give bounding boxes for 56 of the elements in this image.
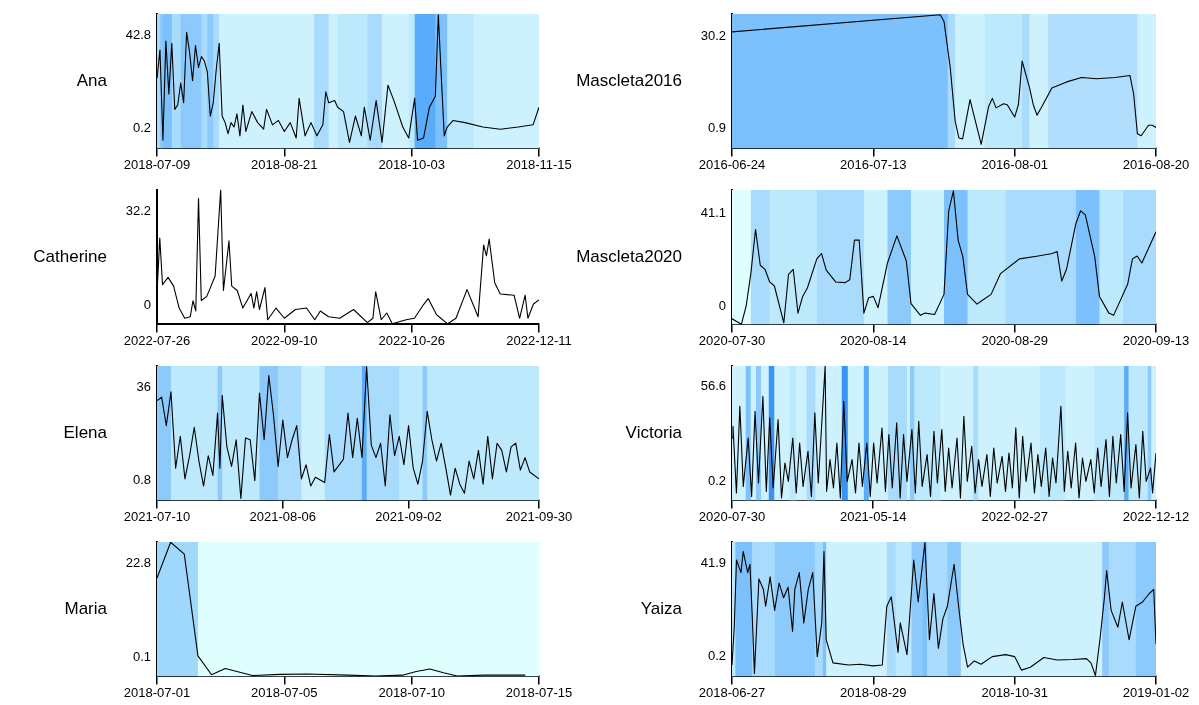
x-tick-label: 2022-07-26 — [123, 332, 191, 348]
y-tick-label: 0 — [718, 297, 726, 313]
y-tick-label: 0 — [143, 296, 151, 312]
y-tick-label: 22.8 — [125, 555, 151, 571]
x-tick-label: 2021-08-06 — [249, 508, 317, 524]
y-tick-label: 30.2 — [700, 27, 726, 43]
x-tick-label: 2021-09-30 — [505, 508, 573, 524]
y-tick-label: 42.8 — [125, 26, 151, 42]
x-tick-label: 2018-07-01 — [123, 684, 191, 700]
x-tick-label: 2018-06-27 — [698, 684, 766, 700]
x-tick-label: 2019-01-02 — [1122, 684, 1190, 700]
y-axis-title: Ana — [76, 70, 108, 90]
x-tick-label: 2022-02-27 — [981, 508, 1049, 524]
y-axis-title: Mascleta2020 — [576, 246, 682, 266]
x-tick-label: 2018-08-29 — [840, 684, 907, 700]
x-tick-label: 2021-05-14 — [839, 508, 907, 524]
y-tick-label: 0.8 — [132, 472, 151, 488]
x-tick-label: 2016-08-01 — [981, 156, 1048, 172]
x-tick-label: 2018-07-15 — [505, 684, 573, 700]
x-tick-label: 2022-09-10 — [251, 332, 318, 348]
y-tick-label: 36 — [136, 378, 151, 394]
x-tick-label: 2016-06-24 — [698, 156, 766, 172]
x-tick-label: 2022-12-11 — [506, 332, 572, 348]
y-tick-label: 0.2 — [707, 472, 726, 488]
x-tick-label: 2018-08-21 — [251, 156, 318, 172]
x-tick-label: 2021-07-10 — [123, 508, 191, 524]
y-axis-title: Yaiza — [640, 598, 683, 618]
y-axis-title: Mascleta2016 — [576, 70, 682, 90]
x-tick-label: 2018-11-15 — [506, 156, 572, 172]
y-tick-label: 56.6 — [700, 378, 726, 394]
x-tick-label: 2020-07-30 — [698, 508, 766, 524]
y-axis-title: Catherine — [33, 246, 107, 266]
x-tick-label: 2020-08-14 — [840, 332, 907, 348]
y-axis-title: Elena — [63, 422, 108, 442]
y-tick-label: 0.2 — [707, 648, 726, 664]
y-tick-label: 32.2 — [125, 202, 151, 218]
x-tick-label: 2022-10-26 — [378, 332, 445, 348]
x-tick-label: 2020-08-29 — [981, 332, 1048, 348]
y-tick-label: 0.9 — [707, 120, 726, 136]
x-tick-label: 2018-07-09 — [123, 156, 191, 172]
x-tick-label: 2018-07-10 — [378, 684, 445, 700]
y-axis-title: Maria — [64, 598, 108, 618]
x-tick-label: 2021-09-02 — [375, 508, 442, 524]
y-axis-title: Victoria — [625, 422, 683, 442]
y-tick-label: 41.1 — [700, 204, 726, 220]
x-tick-label: 2022-12-12 — [1122, 508, 1190, 524]
x-tick-label: 2016-07-13 — [840, 156, 907, 172]
y-tick-label: 41.9 — [700, 554, 726, 570]
x-tick-label: 2020-09-13 — [1122, 332, 1190, 348]
x-tick-label: 2016-08-20 — [1122, 156, 1190, 172]
x-tick-label: 2020-07-30 — [698, 332, 766, 348]
x-tick-label: 2018-07-05 — [251, 684, 318, 700]
y-tick-label: 0.1 — [132, 648, 151, 664]
x-tick-label: 2018-10-31 — [981, 684, 1048, 700]
x-tick-label: 2018-10-03 — [378, 156, 445, 172]
y-tick-label: 0.2 — [132, 120, 151, 136]
